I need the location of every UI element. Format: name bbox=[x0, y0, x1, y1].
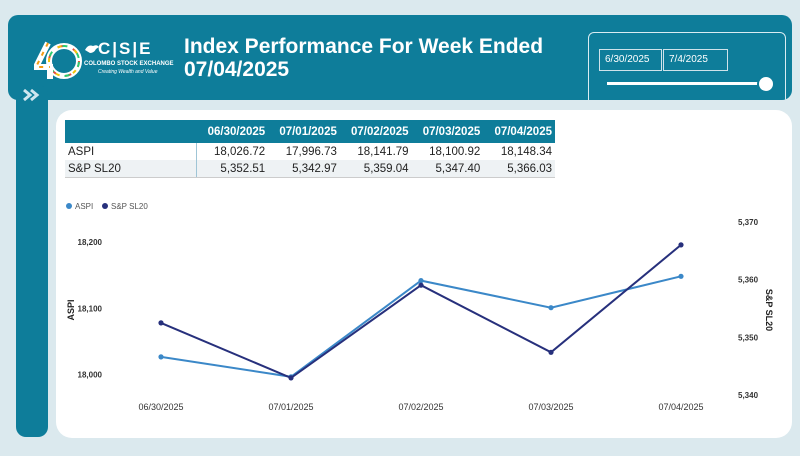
start-date-input[interactable]: 6/30/2025 bbox=[599, 49, 662, 71]
table-cell: 18,141.79 bbox=[357, 145, 409, 158]
column-header[interactable]: 06/30/2025 bbox=[196, 120, 269, 143]
y-left-tick-label: 18,200 bbox=[78, 238, 103, 247]
cse-40-years-logo bbox=[34, 41, 82, 79]
page-title: Index Performance For Week Ended 07/04/2… bbox=[184, 35, 544, 81]
data-point bbox=[678, 273, 684, 279]
cse-logo-tagline: Creating Wealth and Value bbox=[98, 69, 158, 75]
legend-marker bbox=[66, 203, 72, 209]
data-point bbox=[158, 320, 164, 326]
data-point bbox=[548, 305, 554, 311]
table-cell: 5,352.51 bbox=[196, 160, 269, 178]
y-right-tick-label: 5,360 bbox=[738, 276, 759, 285]
table-cell: 5,347.40 bbox=[411, 160, 484, 178]
x-tick-label: 07/02/2025 bbox=[398, 402, 443, 412]
data-point bbox=[548, 349, 554, 355]
data-point bbox=[418, 278, 424, 284]
table-header-blank bbox=[65, 120, 197, 143]
legend-label: S&P SL20 bbox=[111, 202, 148, 211]
table-header-row: 06/30/2025 07/01/2025 07/02/2025 07/03/2… bbox=[65, 120, 555, 143]
page-title-line2: 07/04/2025 bbox=[184, 58, 290, 81]
cse-logo-mark: C|S|E bbox=[98, 39, 153, 58]
y-right-tick-label: 5,350 bbox=[738, 333, 759, 342]
data-point bbox=[418, 282, 424, 288]
table-cell: 5,359.04 bbox=[339, 160, 412, 178]
header-banner: C|S|E COLOMBO STOCK EXCHANGE Creating We… bbox=[8, 15, 792, 100]
page-title-line1: Index Performance For Week Ended bbox=[184, 35, 544, 58]
y-right-tick-label: 5,340 bbox=[738, 391, 759, 400]
column-header[interactable]: 07/03/2025 bbox=[411, 120, 484, 143]
y-right-axis-title: S&P SL20 bbox=[764, 289, 774, 331]
date-slider-track[interactable] bbox=[607, 82, 767, 85]
legend-label: ASPI bbox=[75, 202, 93, 211]
column-header[interactable]: 07/01/2025 bbox=[268, 120, 340, 143]
index-line-chart: ASPI S&P SL20 18,000 18,100 18,200 5,340 5,350… bbox=[66, 202, 774, 412]
bull-icon bbox=[85, 45, 99, 53]
cse-logo: C|S|E COLOMBO STOCK EXCHANGE Creating We… bbox=[84, 39, 194, 89]
series-line bbox=[160, 275, 682, 378]
side-nav-panel bbox=[16, 85, 48, 437]
cse-logo-name: COLOMBO STOCK EXCHANGE bbox=[84, 61, 174, 67]
x-tick-label: 07/04/2025 bbox=[658, 402, 703, 412]
table-cell: 18,148.34 bbox=[500, 145, 552, 158]
table-cell: 18,100.92 bbox=[429, 145, 481, 158]
y-left-tick-label: 18,000 bbox=[78, 371, 103, 380]
x-tick-label: 07/03/2025 bbox=[528, 402, 573, 412]
column-header[interactable]: 07/02/2025 bbox=[339, 120, 412, 143]
index-table: 06/30/2025 07/01/2025 07/02/2025 07/03/2… bbox=[65, 120, 555, 178]
table-cell: 5,366.03 bbox=[483, 160, 555, 178]
data-point bbox=[678, 242, 684, 248]
table-cell: 5,342.97 bbox=[268, 160, 340, 178]
table-cell: 17,996.73 bbox=[285, 145, 337, 158]
y-left-tick-label: 18,100 bbox=[78, 304, 103, 313]
table-cell: 18,026.72 bbox=[214, 145, 266, 158]
row-label: ASPI bbox=[65, 143, 197, 160]
y-right-tick-label: 5,370 bbox=[738, 218, 759, 227]
table-row: ASPI 18,026.72 17,996.73 18,141.79 18,10… bbox=[65, 143, 555, 160]
series-line bbox=[160, 244, 682, 380]
table-row: S&P SL20 5,352.51 5,342.97 5,359.04 5,34… bbox=[65, 160, 555, 178]
x-tick-label: 07/01/2025 bbox=[268, 402, 313, 412]
end-date-input[interactable]: 7/4/2025 bbox=[663, 49, 728, 71]
legend-marker bbox=[102, 203, 108, 209]
column-header[interactable]: 07/04/2025 bbox=[483, 120, 555, 143]
date-slider-handle[interactable] bbox=[757, 75, 775, 93]
y-left-axis-title: ASPI bbox=[66, 299, 76, 320]
date-range-slicer: 6/30/2025 7/4/2025 bbox=[588, 32, 786, 100]
double-chevron-right-icon[interactable] bbox=[22, 88, 42, 102]
row-label: S&P SL20 bbox=[65, 160, 197, 178]
data-point bbox=[158, 354, 164, 360]
x-tick-label: 06/30/2025 bbox=[138, 402, 183, 412]
data-point bbox=[288, 375, 294, 381]
